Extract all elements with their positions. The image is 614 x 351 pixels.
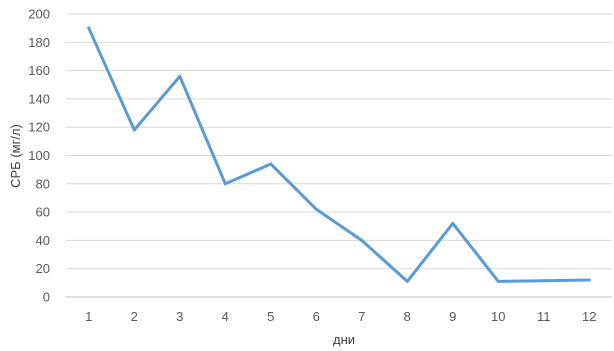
x-tick-label: 8 [404,309,411,324]
x-tick-label: 7 [358,309,365,324]
y-tick-label: 100 [28,148,50,163]
x-tick-label: 9 [449,309,456,324]
x-tick-label: 4 [222,309,229,324]
y-tick-label: 40 [36,233,50,248]
y-tick-label: 160 [28,63,50,78]
data-point [360,238,364,242]
gridlines [66,13,612,270]
data-point [314,207,318,211]
data-point [587,278,591,282]
data-point [223,182,227,186]
y-tick-label: 140 [28,91,50,106]
x-tick-label: 10 [491,309,505,324]
data-point [87,26,91,30]
x-tick-label: 3 [176,309,183,324]
y-tick-label: 0 [43,290,50,305]
data-point [132,128,136,132]
series-line [87,26,591,283]
y-tick-label: 20 [36,261,50,276]
x-tick-label: 1 [85,309,92,324]
y-tick-label: 200 [28,7,50,22]
x-tick-label: 12 [582,309,596,324]
y-tick-label: 180 [28,35,50,50]
series [87,26,591,283]
y-tick-label: 80 [36,176,50,191]
x-tick-label: 11 [537,309,551,324]
x-tick-label: 6 [313,309,320,324]
data-point [542,279,546,283]
y-tick-label: 120 [28,120,50,135]
data-point [496,279,500,283]
data-point [405,279,409,283]
data-point [178,74,182,78]
data-point [269,162,273,166]
x-axis-ticks: 1 2 3 4 5 6 7 8 9 10 11 12 [85,309,596,324]
x-axis-title: дни [333,332,355,347]
x-tick-label: 5 [267,309,274,324]
x-tick-label: 2 [131,309,138,324]
data-point [451,221,455,225]
y-axis-title: СРБ (мг/л) [8,124,23,188]
y-tick-label: 60 [36,205,50,220]
y-axis-ticks: 0 20 40 60 80 100 120 140 160 180 200 [28,7,50,305]
